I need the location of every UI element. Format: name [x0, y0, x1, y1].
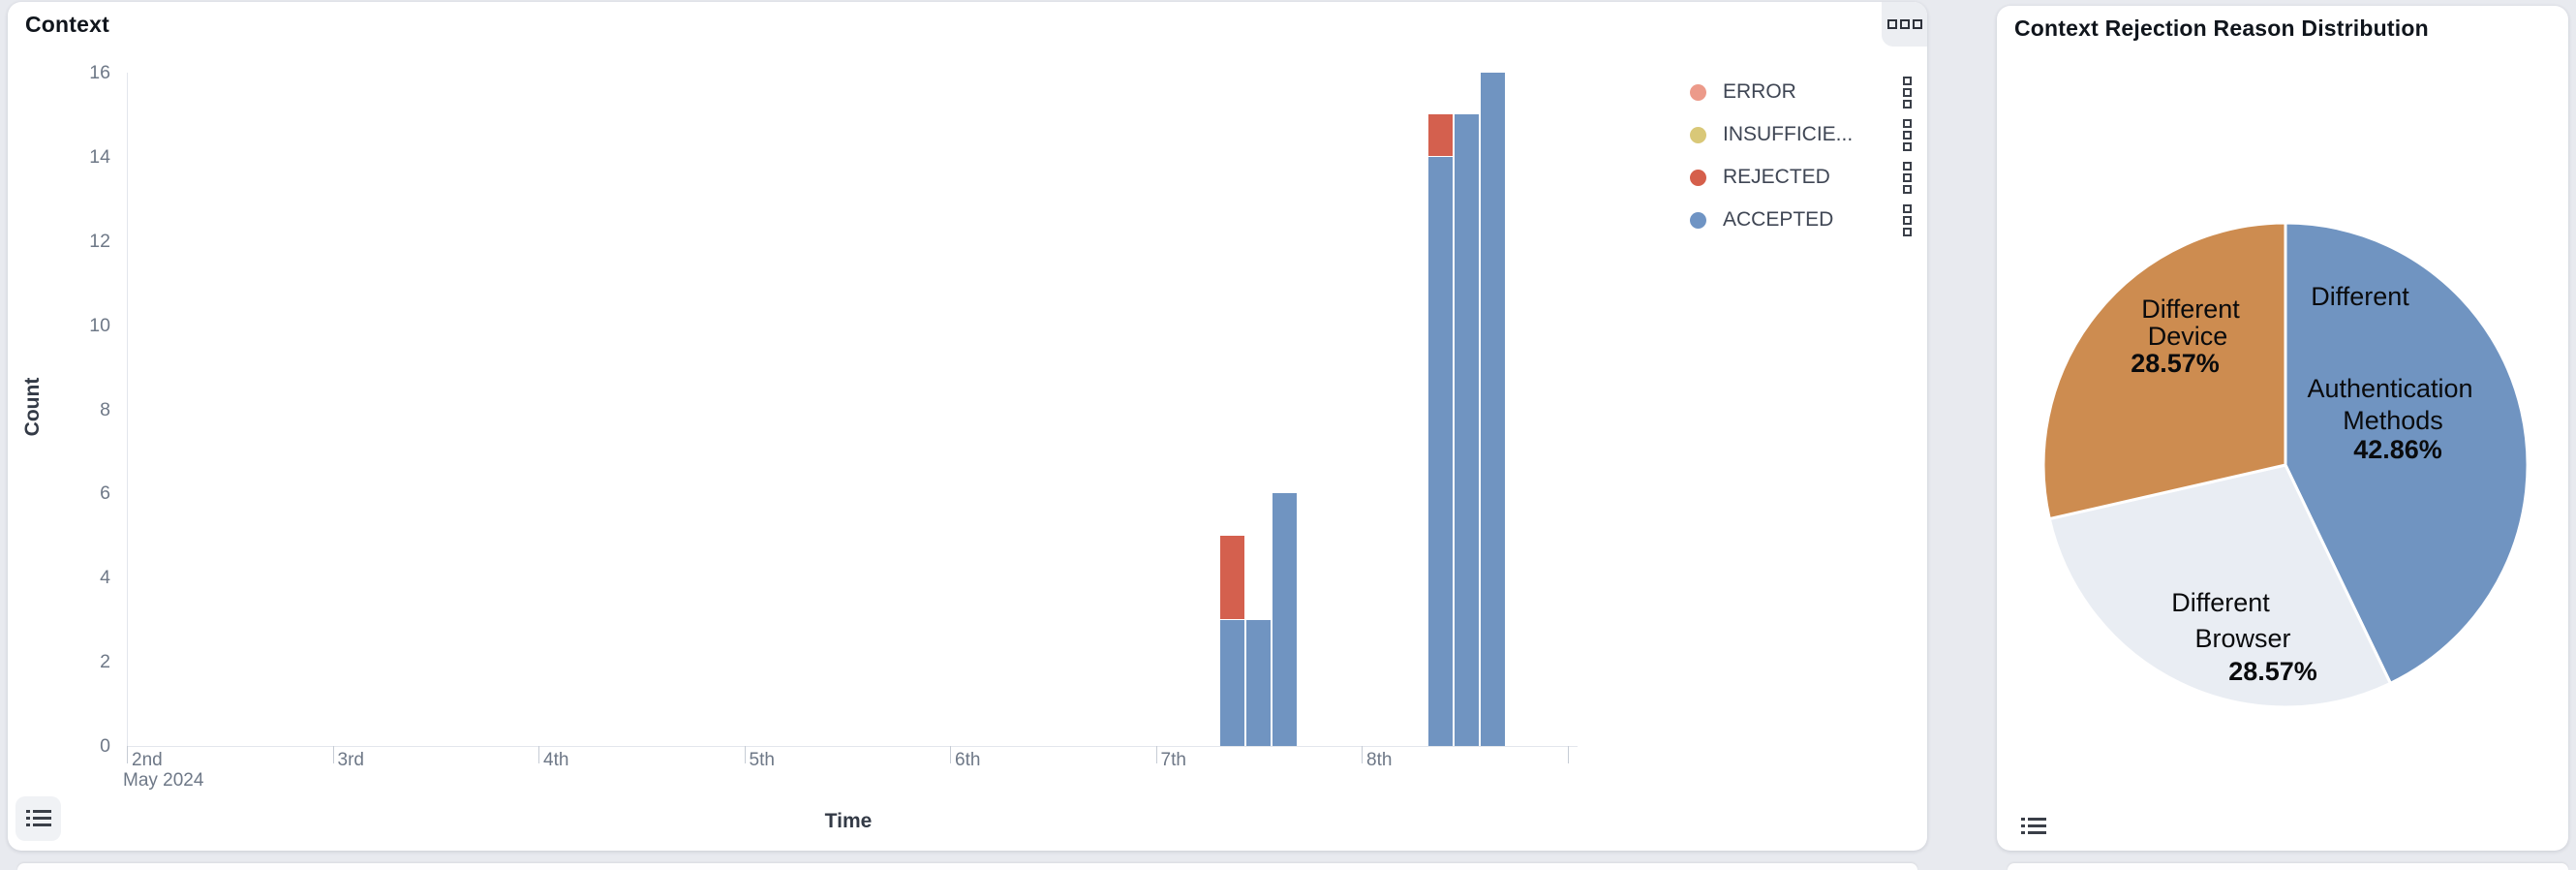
x-axis-month-label: May 2024	[123, 770, 204, 791]
next-card-top-edge	[2008, 863, 2568, 870]
drag-handle-icon[interactable]	[1903, 161, 1912, 194]
pie-chart	[2041, 221, 2530, 709]
context-rejection-panel: Context Rejection Reason Distribution Di…	[1997, 6, 2568, 851]
bar-segment-rejected[interactable]	[1428, 114, 1454, 157]
bar-segment-accepted[interactable]	[1220, 619, 1245, 746]
pie-label-browser-pct: 28.57%	[2228, 657, 2317, 686]
list-icon	[2020, 818, 2046, 834]
drag-handle-icon[interactable]	[1903, 118, 1912, 151]
x-tick-label: 3rd	[337, 750, 364, 770]
bar-segment-rejected[interactable]	[1220, 535, 1245, 620]
x-axis-line	[127, 746, 1578, 747]
legend-label: INSUFFICIE...	[1723, 123, 1854, 145]
y-tick-label: 4	[100, 567, 110, 589]
legend-item-accepted[interactable]: ACCEPTED	[1690, 199, 1912, 241]
pie-label-auth: Authentication	[2307, 374, 2473, 403]
pie-slice-different-authentication-methods[interactable]	[2284, 221, 2530, 685]
y-tick-label: 2	[100, 651, 110, 673]
y-tick-label: 14	[89, 145, 110, 168]
bar-segment-accepted[interactable]	[1273, 493, 1298, 746]
square-glyph-icon	[1886, 19, 1897, 29]
y-tick-label: 10	[89, 314, 110, 336]
x-tick-label: 4th	[543, 750, 569, 770]
x-tick-label: 8th	[1366, 750, 1393, 770]
square-glyph-icon	[1899, 19, 1910, 29]
legend-label: ACCEPTED	[1723, 208, 1834, 231]
pie-slice-different-browser[interactable]	[2047, 463, 2392, 709]
legend-list-toggle-button[interactable]	[2010, 804, 2056, 849]
x-tick-label: 2nd	[132, 750, 163, 770]
bar-segment-accepted[interactable]	[1246, 619, 1272, 746]
y-tick-label: 0	[100, 735, 110, 757]
pie-label-browser: Browser	[2194, 624, 2291, 653]
x-tick-mark	[1362, 746, 1363, 763]
legend-color-dot	[1690, 126, 1706, 143]
legend-color-dot	[1690, 211, 1706, 229]
pie-label-browser: Different	[2171, 588, 2270, 617]
square-glyph-icon	[1912, 19, 1922, 29]
legend-label: ERROR	[1723, 80, 1796, 103]
x-tick-mark	[538, 746, 539, 763]
pie-slice-different-device[interactable]	[2041, 221, 2287, 521]
bar-segment-accepted[interactable]	[1455, 114, 1480, 746]
drag-handle-icon[interactable]	[1903, 76, 1912, 109]
x-tick-label: 5th	[749, 750, 775, 770]
page-title: Context	[25, 12, 110, 37]
pie-label-device-pct: 28.57%	[2131, 349, 2220, 378]
context-panel: Context Count 0 2 4 6 8 10 12 14 16 2nd 3rd 4th 5th…	[8, 2, 1927, 851]
y-tick-label: 6	[100, 482, 110, 505]
bar-segment-accepted[interactable]	[1428, 156, 1454, 746]
x-tick-label: 7th	[1160, 750, 1186, 770]
x-tick-mark	[127, 746, 128, 763]
legend-color-dot	[1690, 169, 1706, 186]
x-tick-mark	[950, 746, 951, 763]
y-axis-title: Count	[21, 377, 44, 437]
x-axis-title: Time	[824, 810, 873, 832]
legend: ERROR INSUFFICIE... REJECTED ACCEPTED	[1690, 71, 1912, 241]
legend-label: REJECTED	[1723, 166, 1830, 188]
pie-label-auth: Methods	[2343, 406, 2443, 435]
y-tick-label: 8	[100, 398, 110, 420]
legend-item-error[interactable]: ERROR	[1690, 71, 1912, 113]
y-tick-label: 12	[89, 230, 110, 252]
x-tick-mark	[1155, 746, 1157, 763]
legend-item-rejected[interactable]: REJECTED	[1690, 156, 1912, 199]
pie-label-auth-pct: 42.86%	[2353, 435, 2442, 464]
list-icon	[25, 810, 51, 826]
x-tick-mark	[332, 746, 334, 763]
y-axis-line	[127, 73, 128, 746]
page-title: Context Rejection Reason Distribution	[2014, 16, 2429, 41]
x-tick-label: 6th	[955, 750, 981, 770]
panel-drag-menu-button[interactable]	[1882, 2, 1927, 47]
next-card-top-edge	[17, 863, 1917, 870]
y-tick-label: 16	[89, 62, 110, 83]
legend-item-insufficie[interactable]: INSUFFICIE...	[1690, 113, 1912, 156]
pie-label-device: Device	[2147, 322, 2228, 351]
pie-label-device: Different	[2141, 295, 2240, 324]
x-tick-mark	[1567, 746, 1569, 763]
legend-list-toggle-button[interactable]	[15, 796, 61, 841]
pie-label-auth: Different	[2311, 282, 2409, 311]
legend-color-dot	[1690, 83, 1706, 101]
x-tick-mark	[744, 746, 746, 763]
bar-segment-accepted[interactable]	[1481, 73, 1506, 746]
drag-handle-icon[interactable]	[1903, 203, 1912, 236]
